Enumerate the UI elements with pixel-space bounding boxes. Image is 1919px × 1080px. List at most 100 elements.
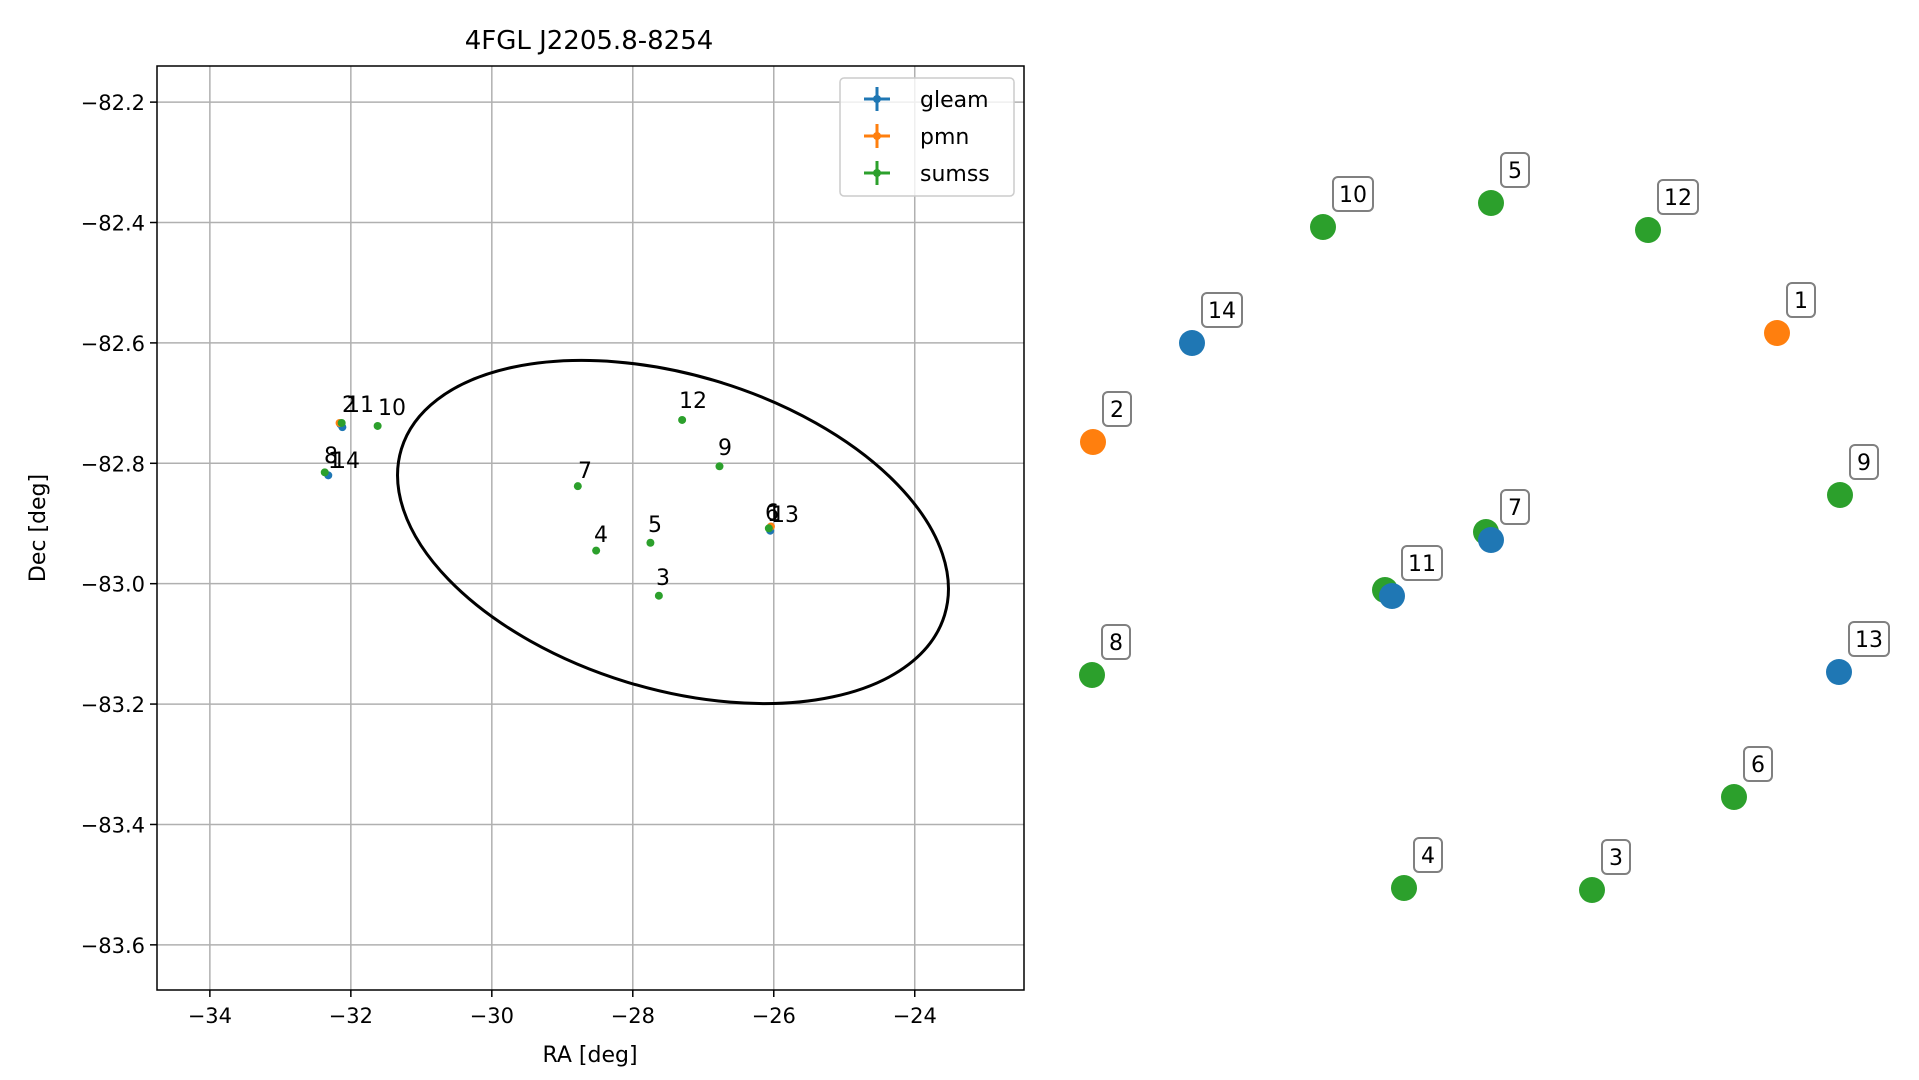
zoom-label: 13 [1855, 628, 1883, 653]
zoom-label: 10 [1339, 183, 1367, 208]
x-tick-label: −30 [470, 1004, 514, 1028]
legend-marker-dot [873, 95, 881, 103]
x-tick-label: −32 [329, 1004, 373, 1028]
zoom-sumss-marker [1579, 877, 1605, 903]
sumss-point [646, 538, 655, 547]
legend-label-gleam: gleam [920, 88, 989, 113]
zoom-label-box [1786, 282, 1816, 318]
y-tick-label: −83.4 [81, 813, 145, 837]
y-tick-label: −83.2 [81, 693, 145, 717]
zoom-sumss-marker [1391, 875, 1417, 901]
zoom-sumss-marker [1635, 217, 1661, 243]
zoom-label-box [1401, 545, 1443, 581]
zoom-label-box [1848, 621, 1890, 657]
y-axis-label: Dec [deg] [26, 474, 51, 582]
zoom-label: 9 [1857, 451, 1871, 476]
legend: gleam pmn sumss [839, 77, 1015, 197]
zoom-label: 2 [1110, 398, 1124, 423]
legend-marker-dot [873, 169, 881, 177]
zoom-sumss-marker [1478, 190, 1504, 216]
zoom-label-box [1743, 746, 1773, 782]
point-label: 2 [342, 393, 356, 418]
ticks: −34 −32 −30 −28 −26 −24 −82.2 −82.4 −82.6 −82.8 −8… [81, 91, 937, 1028]
legend-box [839, 77, 1015, 197]
zoom-label-box [1413, 837, 1443, 873]
y-tick-label: −82.4 [81, 212, 145, 236]
zoom-sumss-marker [1310, 214, 1336, 240]
zoom-label: 14 [1208, 299, 1236, 324]
sumss-point [592, 546, 601, 555]
localization-ellipse [396, 358, 950, 706]
point-label: 7 [578, 459, 592, 484]
y-tick-label: −82.8 [81, 452, 145, 476]
sumss-point [373, 421, 382, 430]
y-tick-label: −83.0 [81, 573, 145, 597]
point-label: 1 [328, 449, 342, 474]
sumss-point [715, 462, 724, 471]
point-label: 9 [718, 436, 732, 461]
legend-label-pmn: pmn [920, 125, 969, 150]
plot-frame [156, 65, 1025, 991]
y-tick-label: −82.2 [81, 91, 145, 115]
zoom-label: 7 [1508, 496, 1522, 521]
sumss-point [764, 524, 773, 533]
point-label: 4 [594, 523, 608, 548]
point-label: 1 [767, 502, 781, 527]
point-label: 8 [324, 444, 338, 469]
zoom-label: 3 [1609, 846, 1623, 871]
zoom-label: 5 [1508, 159, 1522, 184]
zoom-label-box [1332, 176, 1374, 212]
zoom-label-box [1201, 292, 1243, 328]
localization-ellipse-group [396, 358, 950, 706]
x-tick-label: −26 [752, 1004, 796, 1028]
y-tick-label: −83.6 [81, 934, 145, 958]
zoom-label-box [1601, 839, 1631, 875]
zoom-label-box [1500, 152, 1530, 188]
sumss-point [320, 468, 329, 477]
sumss-point [654, 591, 663, 600]
zoom-label-box [1102, 391, 1132, 427]
data-points [320, 415, 775, 600]
zoom-sumss-marker [1079, 662, 1105, 688]
zoom-sumss-marker [1827, 482, 1853, 508]
zoom-label-box [1500, 489, 1530, 525]
y-tick-label: −82.6 [81, 332, 145, 356]
point-label: 14 [332, 449, 360, 474]
zoom-gleam-marker [1379, 583, 1405, 609]
point-label: 13 [771, 503, 799, 528]
zoom-gleam-marker [1478, 527, 1504, 553]
point-label: 3 [656, 566, 670, 591]
zoom-gleam-marker [1826, 659, 1852, 685]
x-tick-label: −28 [611, 1004, 655, 1028]
point-label: 12 [679, 389, 707, 414]
zoom-pmn-marker [1080, 429, 1106, 455]
sumss-point [573, 482, 582, 491]
zoom-label: 1 [1794, 289, 1808, 314]
zoom-label-box [1657, 179, 1699, 215]
zoom-sumss-marker [1721, 784, 1747, 810]
chart-title: 4FGL J2205.8-8254 [465, 26, 714, 56]
sumss-point [678, 415, 687, 424]
x-tick-label: −24 [893, 1004, 937, 1028]
point-label: 11 [346, 393, 374, 418]
x-tick-label: −34 [188, 1004, 232, 1028]
zoom-label: 6 [1751, 753, 1765, 778]
zoom-label-box [1101, 624, 1131, 660]
zoom-label: 11 [1408, 552, 1436, 577]
zoom-gleam-marker [1179, 330, 1205, 356]
sumss-point [337, 418, 346, 427]
x-axis-label: RA [deg] [542, 1043, 637, 1068]
point-label: 6 [765, 501, 779, 526]
zoom-pmn-marker [1764, 320, 1790, 346]
legend-label-sumss: sumss [920, 162, 990, 187]
zoom-label-box [1849, 444, 1879, 480]
zoom-label: 12 [1664, 186, 1692, 211]
zoom-label: 4 [1421, 844, 1435, 869]
point-label: 10 [378, 396, 406, 421]
zoom-label: 8 [1109, 631, 1123, 656]
point-label: 5 [648, 513, 662, 538]
